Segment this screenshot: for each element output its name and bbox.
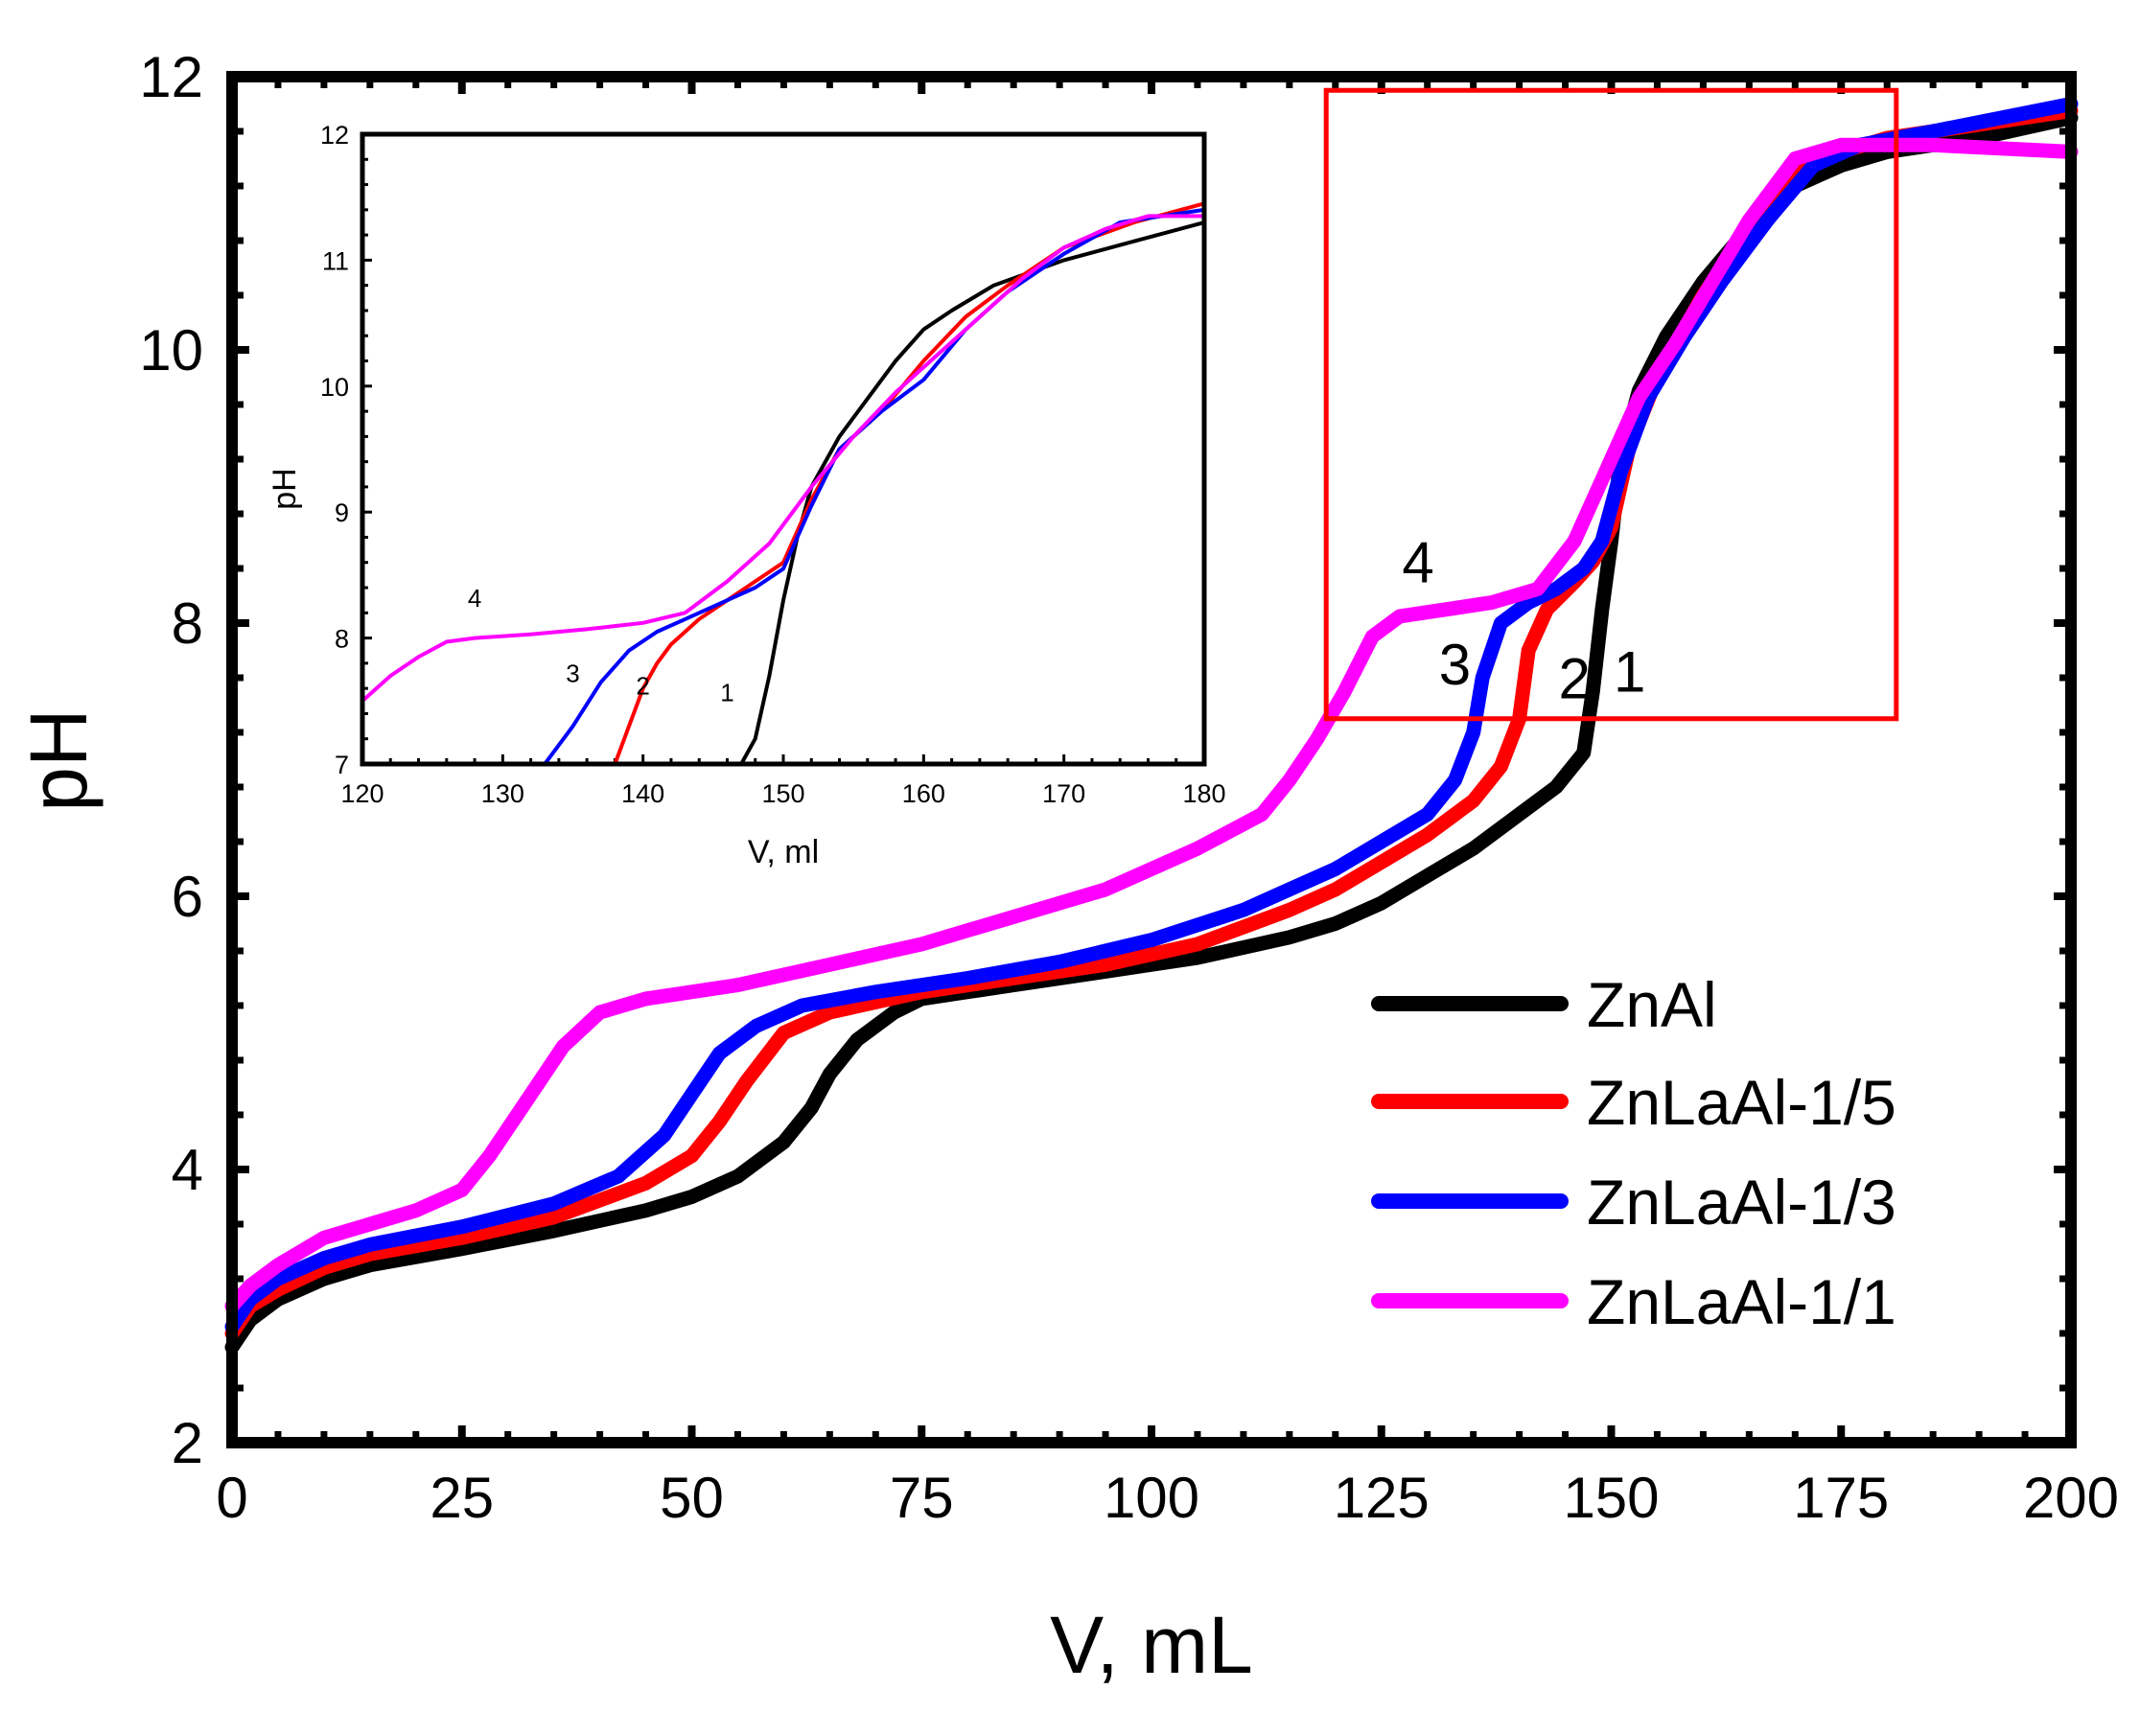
- main-curve-labels: 12 34: [1402, 530, 1645, 710]
- inset-curve-label-2: 2: [636, 672, 649, 701]
- zoom-highlight-box: [1323, 87, 1899, 722]
- inset-y-tick-label: 11: [322, 246, 349, 275]
- inset-plot-frame: [360, 131, 1207, 767]
- x-tick-label: 100: [1104, 1466, 1199, 1530]
- x-tick-label: 175: [1793, 1466, 1889, 1530]
- inset-curve-labels: 1 2 3 4: [468, 584, 734, 707]
- inset-y-axis-title: pH: [267, 468, 303, 509]
- curve-label-3: 3: [1439, 633, 1471, 697]
- x-axis-title: V, mL: [1050, 1600, 1253, 1690]
- inset-series-line-znlaal-1-3: [543, 207, 1204, 764]
- curve-label-2: 2: [1558, 646, 1590, 710]
- inset-x-axis-title: V, ml: [748, 834, 819, 870]
- inset-y-tick-label: 9: [335, 498, 349, 527]
- inset-curve-label-4: 4: [468, 584, 481, 613]
- inset-x-tick-label: 120: [340, 779, 384, 808]
- legend-label-znlaal-1-5: ZnLaAl-1/5: [1587, 1067, 1896, 1138]
- inset-series-line-znlaal-1-1: [362, 214, 1204, 704]
- legend-label-znlaal-1-3: ZnLaAl-1/3: [1587, 1167, 1896, 1238]
- y-axis-title: pH: [13, 708, 104, 811]
- x-tick-label: 125: [1334, 1466, 1430, 1530]
- series-line-znal: [224, 110, 2079, 1354]
- y-tick-label: 4: [172, 1138, 203, 1202]
- x-tick-label: 0: [216, 1466, 247, 1530]
- inset-background: [362, 134, 1204, 764]
- inset-y-tick-label: 7: [335, 751, 349, 779]
- y-tick-label: 6: [172, 865, 203, 929]
- series-line-znlaal-1-1: [224, 137, 2079, 1313]
- x-tick-label: 75: [890, 1466, 954, 1530]
- main-plot-frame: [226, 71, 2077, 1448]
- inset-y-tick-label: 8: [335, 625, 349, 654]
- y-tick-label: 12: [139, 45, 203, 109]
- inset-x-tick-label: 180: [1182, 779, 1225, 808]
- legend-label-znlaal-1-1: ZnLaAl-1/1: [1587, 1266, 1896, 1337]
- y-tick-label: 2: [172, 1411, 203, 1475]
- inset-y-tick-label: 12: [320, 121, 349, 150]
- inset-curve-label-3: 3: [566, 660, 579, 688]
- main-series-group: [224, 97, 2079, 1354]
- legend-label-znal: ZnAl: [1587, 969, 1717, 1040]
- inset-x-tick-label: 160: [902, 779, 945, 808]
- x-tick-label: 25: [430, 1466, 494, 1530]
- inset-x-tick-label: 140: [621, 779, 664, 808]
- x-tick-label: 50: [660, 1466, 724, 1530]
- curve-label-4: 4: [1402, 530, 1433, 594]
- inset-series-group: [362, 201, 1204, 764]
- y-tick-label: 10: [139, 318, 203, 382]
- inset-series-line-znlaal-1-5: [613, 201, 1204, 764]
- x-tick-label: 150: [1563, 1466, 1659, 1530]
- inset-x-tick-label: 170: [1042, 779, 1085, 808]
- legend: ZnAl ZnLaAl-1/5 ZnLaAl-1/3 ZnLaAl-1/1: [1371, 969, 1896, 1337]
- curve-label-1: 1: [1614, 639, 1645, 704]
- y-tick-label: 8: [172, 591, 203, 656]
- inset-y-tick-label: 10: [320, 373, 349, 402]
- inset-curve-label-1: 1: [720, 678, 733, 706]
- inset-x-tick-label: 150: [761, 779, 804, 808]
- inset-x-tick-label: 130: [481, 779, 524, 808]
- x-tick-label: 200: [2023, 1466, 2119, 1530]
